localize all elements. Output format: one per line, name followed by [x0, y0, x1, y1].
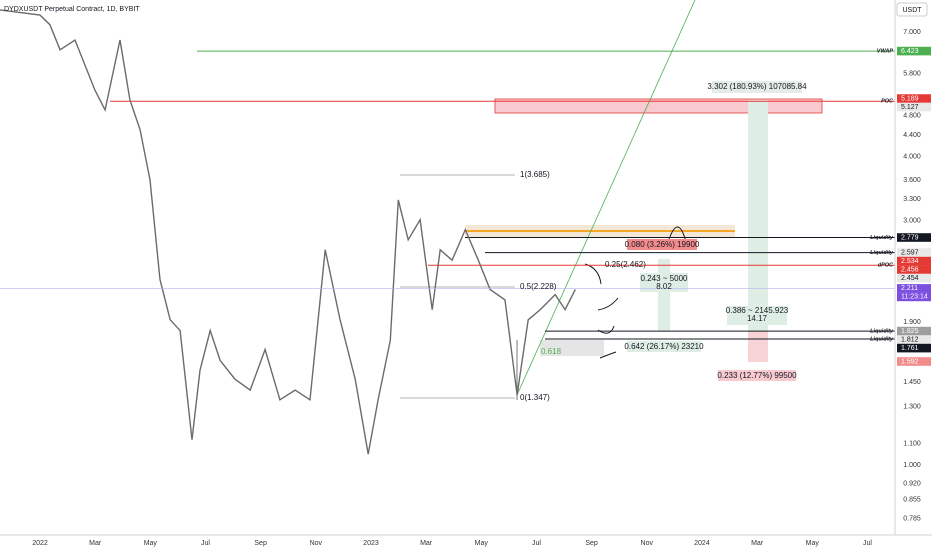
price-tag: [897, 326, 931, 336]
measure-label: 0.243 ~ 5000: [641, 274, 688, 283]
price-tag: [897, 343, 931, 353]
currency[interactable]: USDT: [902, 7, 922, 14]
fib-label: 0.5(2.228): [520, 282, 557, 291]
measure-label: 14.17: [747, 314, 768, 323]
measure-column-red: [748, 331, 768, 362]
measure-label: 0.233 (12.77%) 99500: [717, 371, 797, 380]
price-tag: [897, 265, 931, 274]
price-tag-label: 1.761: [901, 345, 919, 352]
y-tick-label: 4.000: [903, 153, 921, 160]
measure-label: 8.02: [656, 282, 672, 291]
measure-column: [748, 100, 768, 331]
price-tag-label: 2.597: [901, 249, 919, 256]
measure-label: 0.386 ~ 2145.923: [726, 306, 789, 315]
price-tag-label: 2.779: [901, 234, 919, 241]
fib-label: 1(3.685): [520, 170, 550, 179]
price-tag-label: 2.534: [901, 258, 919, 265]
y-tick-label: 3.600: [903, 177, 921, 184]
price-tag-label: 5.189: [901, 95, 919, 102]
x-tick-label: 2022: [32, 540, 48, 547]
poc-zone: [494, 98, 823, 114]
label-box: [712, 81, 802, 93]
price-tag-label: 2.454: [901, 275, 919, 282]
x-tick-label: May: [144, 540, 158, 547]
arrow: [597, 297, 619, 311]
x-tick-label: May: [806, 540, 820, 547]
price-tag: [897, 102, 931, 112]
y-tick-label: 1.900: [903, 319, 921, 326]
y-tick-label: 7.000: [903, 29, 921, 36]
measure-label: 0.642 (26.17%) 23210: [624, 342, 704, 351]
price-tag-label: 2.456: [901, 266, 919, 273]
level-label: Liquidity: [870, 235, 894, 241]
y-tick-label: 3.300: [903, 196, 921, 203]
x-tick-label: Jul: [201, 540, 210, 547]
x-tick-label: Sep: [585, 540, 598, 547]
y-tick-label: 0.920: [903, 480, 921, 487]
x-tick-label: May: [475, 540, 489, 547]
measure-column: [658, 259, 670, 331]
price-line: [0, 9, 576, 455]
currency-button[interactable]: [896, 2, 928, 17]
price-tag-label: 5.127: [901, 104, 919, 111]
arrow: [599, 351, 617, 359]
x-tick-label: 2024: [694, 540, 710, 547]
level-label: Liquidity: [870, 329, 894, 335]
measure-label: 3.302 (180.93%) 107085.84: [707, 82, 807, 91]
level-label: VWAP: [877, 49, 894, 55]
y-tick-label: 3.000: [903, 217, 921, 224]
x-tick-label: Nov: [641, 540, 654, 547]
x-tick-label: Jul: [532, 540, 541, 547]
price-tag-label: 1.825: [901, 328, 919, 335]
label-box: [727, 306, 787, 325]
price-tag: [897, 273, 931, 283]
price-tag-label: 1.592: [901, 358, 919, 365]
level-label: Liquidity: [870, 336, 894, 342]
price-tag-label: 2.211: [901, 285, 918, 292]
countdown: 11:23:14: [901, 294, 928, 301]
price-tag: [897, 357, 931, 366]
price-tag: [897, 248, 931, 257]
level-label: dPOC: [878, 263, 894, 269]
label-box: [627, 341, 701, 352]
y-tick-label: 4.800: [903, 113, 921, 120]
y-tick-label: 5.800: [903, 71, 921, 78]
x-tick-label: Mar: [89, 540, 102, 547]
chart-title: DYDXUSDT Perpetual Contract, 1D, BYBIT: [4, 6, 140, 13]
x-tick-label: Mar: [751, 540, 764, 547]
demand-zone: [540, 340, 604, 356]
price-tag: [897, 46, 931, 56]
y-tick-label: 1.450: [903, 379, 921, 386]
measure-label: 0.080 (3.26%) 19900: [625, 240, 700, 249]
price-tag: [897, 335, 931, 344]
y-tick-label: 1.300: [903, 403, 921, 410]
fib-label: 0.618: [541, 347, 562, 356]
trend-line: [516, 0, 696, 396]
y-tick-label: 0.785: [903, 516, 921, 523]
x-tick-label: Nov: [310, 540, 323, 547]
fib-label: 0.25(2.462): [605, 260, 646, 269]
price-tag-label: 1.812: [901, 336, 919, 343]
y-tick-label: 4.400: [903, 132, 921, 139]
fib-label: 0(1.347): [520, 393, 550, 402]
y-tick-label: 1.100: [903, 441, 921, 448]
x-tick-label: Jul: [863, 540, 872, 547]
level-label: POC: [881, 99, 894, 105]
countdown-tag: [897, 292, 931, 302]
label-box: [718, 370, 796, 381]
y-tick-label: 0.855: [903, 497, 921, 504]
label-box: [627, 239, 697, 250]
label-box: [640, 273, 688, 292]
price-tag: [897, 94, 931, 103]
level-label: Liquidity: [870, 250, 894, 256]
x-tick-label: Sep: [254, 540, 267, 547]
y-tick-label: 1.000: [903, 462, 921, 469]
x-tick-label: 2023: [363, 540, 379, 547]
price-tag-label: 6.423: [901, 48, 919, 55]
price-tag: [897, 284, 931, 293]
price-tag: [897, 233, 931, 242]
price-tag: [897, 256, 931, 266]
x-tick-label: Mar: [420, 540, 433, 547]
